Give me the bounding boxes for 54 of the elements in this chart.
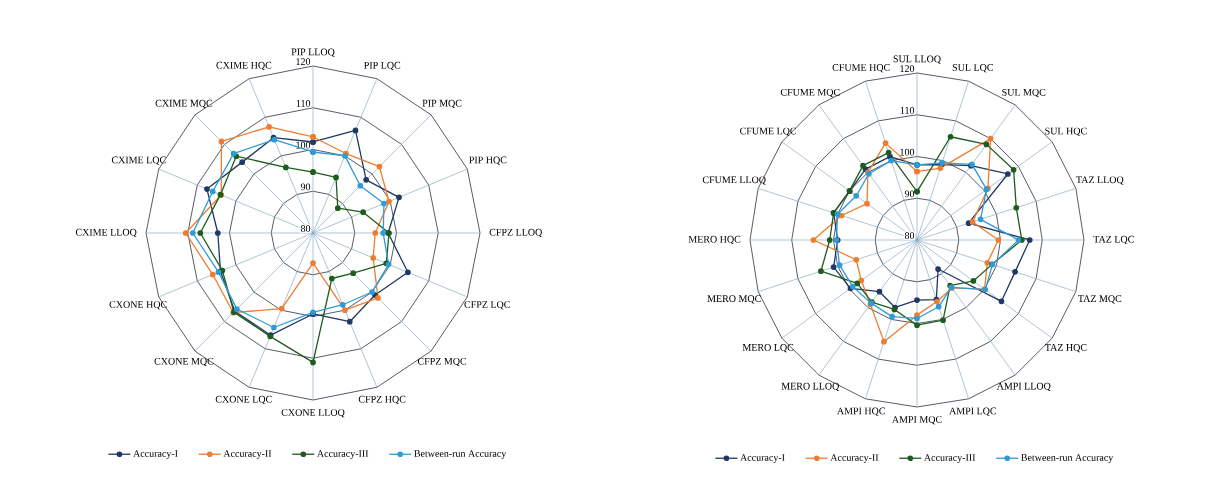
spoke-label: PIP LLOQ bbox=[291, 48, 335, 57]
spoke-label: CXONE MQC bbox=[154, 357, 214, 367]
spoke-label: PIP HQC bbox=[469, 156, 507, 165]
legend-label: Between-run Accuracy bbox=[414, 450, 507, 459]
spoke-label: TAZ HQC bbox=[1044, 344, 1087, 353]
y-tick-label: 120 bbox=[900, 65, 915, 72]
spoke-label: MERO MQC bbox=[707, 295, 761, 304]
spoke-label: CFPZ HQC bbox=[358, 395, 406, 405]
spoke-label: MERO HQC bbox=[688, 235, 741, 245]
spoke-label: CXIME HQC bbox=[216, 61, 272, 71]
spoke-label: CXONE HQC bbox=[109, 301, 167, 310]
spoke-label: CFUME LLOQ bbox=[702, 176, 766, 185]
y-tick-label: 120 bbox=[296, 58, 311, 65]
y-tick-label: 80 bbox=[904, 232, 915, 239]
legend-label: Accuracy-I bbox=[740, 454, 785, 463]
spoke-label: CFPZ LLOQ bbox=[489, 228, 543, 238]
legend-label: Accuracy-II bbox=[830, 454, 879, 463]
spoke-label: CFUME HQC bbox=[832, 64, 890, 73]
spoke-label: PIP MQC bbox=[422, 99, 462, 109]
spoke-label: PIP LQC bbox=[364, 61, 401, 71]
spoke-label: SUL LLOQ bbox=[893, 55, 941, 64]
legend-label: Accuracy-I bbox=[133, 450, 178, 459]
spoke-label: SUL HQC bbox=[1045, 127, 1087, 136]
spoke-label: AMPI LQC bbox=[949, 407, 997, 416]
spoke-label: CXONE LLOQ bbox=[281, 409, 345, 418]
spoke-label: CXIME LQC bbox=[111, 156, 166, 165]
spoke-label: AMPI HQC bbox=[836, 407, 885, 416]
spoke-label: CFUME LQC bbox=[740, 127, 797, 136]
spoke-label: CXONE LQC bbox=[215, 395, 272, 405]
y-tick-label: 100 bbox=[296, 141, 311, 149]
legend-label: Accuracy-III bbox=[317, 450, 369, 459]
y-tick-label: 100 bbox=[900, 148, 915, 156]
spoke-label: SUL MQC bbox=[1002, 88, 1046, 98]
spoke-label: MERO LLOQ bbox=[781, 382, 840, 391]
legend-label: Accuracy-II bbox=[223, 450, 272, 459]
spoke-label: TAZ LLOQ bbox=[1076, 176, 1124, 185]
spoke-label: CFUME MQC bbox=[780, 88, 840, 98]
y-tick-label: 110 bbox=[900, 106, 915, 114]
legend-label: Between-run Accuracy bbox=[1021, 454, 1114, 463]
y-tick-label: 80 bbox=[300, 225, 311, 232]
spoke-label: TAZ LQC bbox=[1093, 235, 1134, 245]
y-tick-label: 90 bbox=[300, 183, 311, 191]
spoke-label: CXIME MQC bbox=[155, 99, 213, 109]
y-tick-label: 90 bbox=[904, 190, 915, 198]
spoke-label: CXIME LLOQ bbox=[75, 228, 137, 238]
spoke-label: TAZ MQC bbox=[1078, 295, 1122, 304]
spoke-label: CFPZ MQC bbox=[417, 357, 467, 367]
y-tick-label: 110 bbox=[296, 99, 311, 107]
spoke-label: CFPZ LQC bbox=[464, 301, 510, 310]
spoke-label: AMPI MQC bbox=[891, 416, 942, 425]
legend-label: Accuracy-III bbox=[923, 454, 976, 463]
spoke-label: SUL LQC bbox=[952, 64, 993, 73]
spoke-label: AMPI LLOQ bbox=[996, 382, 1051, 391]
spoke-label: MERO LQC bbox=[742, 344, 794, 353]
